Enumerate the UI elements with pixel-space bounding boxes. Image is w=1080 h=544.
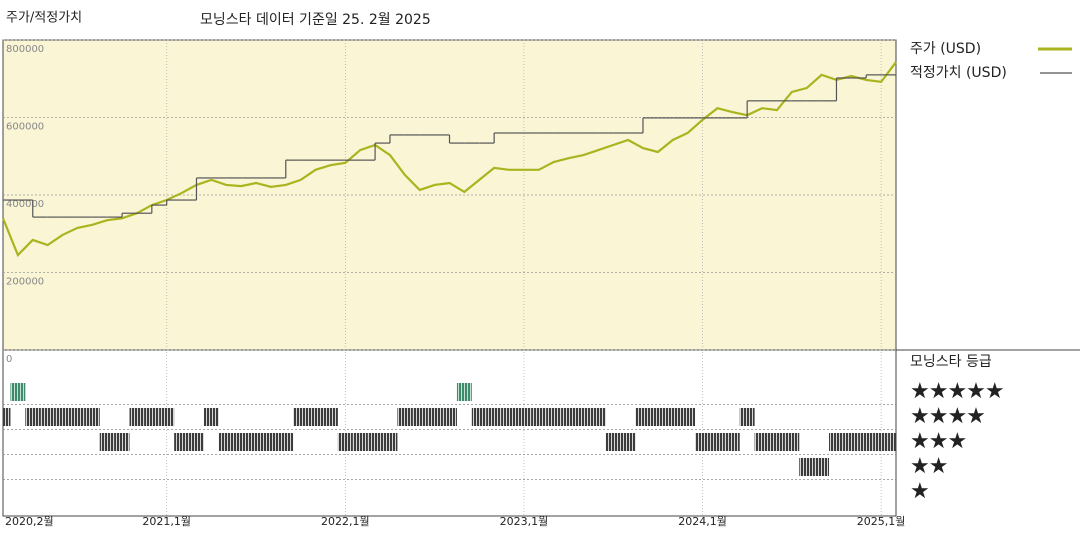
rating-bar bbox=[3, 408, 11, 426]
rating-bar bbox=[858, 433, 874, 451]
x-tick-label: 2024,1월 bbox=[678, 515, 727, 528]
rating-bar bbox=[501, 408, 517, 426]
rating-bar bbox=[218, 433, 234, 451]
rating-bar bbox=[293, 408, 309, 426]
rating-bar bbox=[144, 408, 160, 426]
x-tick-label: 2021,1월 bbox=[142, 515, 191, 528]
rating-bar bbox=[486, 408, 502, 426]
rating-bar bbox=[25, 408, 41, 426]
rating-bar bbox=[367, 433, 383, 451]
rating-bar bbox=[159, 408, 175, 426]
rating-bar bbox=[189, 433, 204, 451]
rating-level-label: ★★★★★ bbox=[910, 379, 1004, 404]
rating-bar bbox=[69, 408, 85, 426]
rating-bar bbox=[680, 408, 696, 426]
rating-level-label: ★ bbox=[910, 479, 929, 504]
rating-bar bbox=[590, 408, 606, 426]
x-tick-label: 2023,1월 bbox=[500, 515, 549, 528]
rating-bar bbox=[40, 408, 56, 426]
rating-title: 모닝스타 등급 bbox=[910, 354, 992, 370]
y-tick-label: 600000 bbox=[6, 122, 44, 133]
rating-bar bbox=[471, 408, 487, 426]
rating-bar bbox=[129, 408, 145, 426]
rating-bar bbox=[620, 433, 636, 451]
rating-bar bbox=[114, 433, 130, 451]
rating-bar bbox=[695, 433, 710, 451]
x-tick-label: 2022,1월 bbox=[321, 515, 370, 528]
legend-label: 적정가치 (USD) bbox=[910, 65, 1007, 81]
rating-bar bbox=[635, 408, 651, 426]
rating-bar bbox=[203, 408, 219, 426]
rating-bar bbox=[531, 408, 547, 426]
chart-title: 주가/적정가치 bbox=[6, 11, 82, 26]
rating-bar bbox=[382, 433, 398, 451]
rating-bar bbox=[605, 433, 621, 451]
rating-bar bbox=[233, 433, 249, 451]
rating-bar bbox=[442, 408, 457, 426]
rating-bar bbox=[55, 408, 70, 426]
rating-bar bbox=[456, 383, 472, 401]
y-tick-label: 200000 bbox=[6, 277, 44, 288]
rating-bar bbox=[516, 408, 532, 426]
rating-bar bbox=[174, 433, 190, 451]
rating-bar bbox=[248, 433, 264, 451]
y-tick-label: 800000 bbox=[6, 44, 44, 55]
rating-bar bbox=[650, 408, 666, 426]
rating-panel bbox=[2, 349, 897, 517]
rating-bar bbox=[739, 408, 755, 426]
rating-bar bbox=[397, 408, 413, 426]
y-tick-label: 0 bbox=[6, 354, 12, 365]
rating-bar bbox=[263, 433, 279, 451]
rating-bar bbox=[576, 408, 591, 426]
rating-bar bbox=[843, 433, 859, 451]
rating-bar bbox=[84, 408, 100, 426]
rating-bar bbox=[337, 433, 353, 451]
rating-bar bbox=[546, 408, 562, 426]
rating-bar bbox=[829, 433, 844, 451]
rating-bar bbox=[99, 433, 115, 451]
legend-label: 주가 (USD) bbox=[910, 41, 981, 57]
rating-bar bbox=[784, 433, 800, 451]
rating-bar bbox=[412, 408, 428, 426]
x-tick-label: 2020,2월 bbox=[5, 515, 54, 528]
rating-bar bbox=[665, 408, 681, 426]
rating-level-label: ★★★ bbox=[910, 429, 966, 454]
x-tick-label: 2025,1월 bbox=[857, 515, 906, 528]
rating-level-label: ★★ bbox=[910, 454, 948, 479]
rating-bar bbox=[709, 433, 725, 451]
rating-bar bbox=[322, 408, 338, 426]
rating-bar bbox=[352, 433, 368, 451]
y-tick-label: 400000 bbox=[6, 199, 44, 210]
rating-bar bbox=[873, 433, 889, 451]
rating-bar bbox=[427, 408, 443, 426]
rating-bar bbox=[278, 433, 294, 451]
rating-level-label: ★★★★ bbox=[910, 404, 985, 429]
rating-bar bbox=[10, 383, 26, 401]
rating-bar bbox=[799, 458, 815, 476]
rating-bar bbox=[769, 433, 785, 451]
chart-subtitle: 모닝스타 데이터 기준일 25. 2월 2025 bbox=[200, 12, 431, 28]
rating-bar bbox=[814, 458, 830, 476]
rating-bar bbox=[561, 408, 577, 426]
rating-bar bbox=[308, 408, 323, 426]
rating-bar bbox=[724, 433, 740, 451]
rating-bar bbox=[754, 433, 770, 451]
rating-bar bbox=[888, 433, 896, 451]
